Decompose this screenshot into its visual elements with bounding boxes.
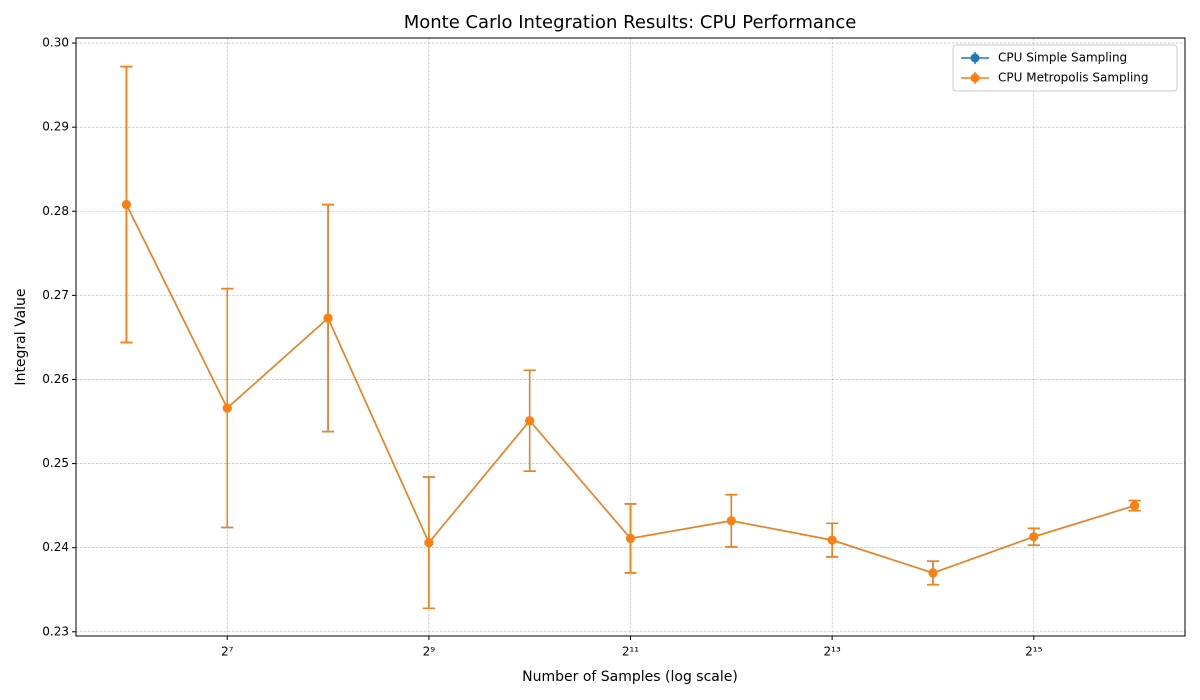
point (525, 416, 535, 426)
y-axis-label: Integral Value (13, 288, 29, 385)
point (222, 403, 232, 413)
x-tick-label: 2¹¹ (622, 645, 639, 659)
x-tick-label: 2⁷ (221, 645, 234, 659)
point (323, 313, 333, 323)
legend-marker (970, 53, 980, 63)
x-tick-label: 2⁹ (423, 645, 436, 659)
y-tick-label: 0.25 (42, 456, 69, 470)
point (121, 200, 131, 210)
x-axis-label: Number of Samples (log scale) (522, 669, 738, 685)
point (827, 535, 837, 545)
point (424, 538, 434, 548)
point (626, 533, 636, 543)
legend-label: CPU Metropolis Sampling (998, 71, 1149, 85)
x-tick-label: 2¹⁵ (1025, 645, 1042, 659)
point (1029, 532, 1039, 542)
y-tick-label: 0.29 (42, 120, 69, 134)
x-tick-label: 2¹³ (824, 645, 841, 659)
y-tick-label: 0.28 (42, 204, 69, 218)
y-tick-label: 0.23 (42, 624, 69, 638)
point (928, 568, 938, 578)
y-tick-label: 0.30 (42, 36, 69, 50)
legend-label: CPU Simple Sampling (998, 51, 1127, 65)
plot-frame (75, 37, 1186, 637)
y-tick-label: 0.26 (42, 372, 69, 386)
point (726, 516, 736, 526)
legend-box (952, 44, 1178, 92)
point (1130, 501, 1140, 511)
y-tick-label: 0.27 (42, 288, 69, 302)
chart-title: Monte Carlo Integration Results: CPU Per… (404, 12, 857, 33)
legend-marker (970, 73, 980, 83)
legend: CPU Simple Sampling CPU Metropolis Sampli… (952, 44, 1178, 92)
y-tick-label: 0.24 (42, 540, 69, 554)
